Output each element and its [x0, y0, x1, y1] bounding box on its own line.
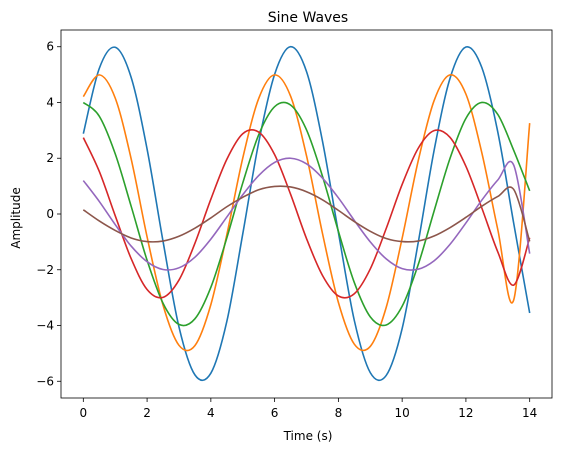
y-tick-label: 6: [46, 40, 54, 54]
series-lines: [82, 45, 531, 382]
x-tick-label: 4: [207, 406, 215, 420]
series-line-6: [82, 185, 531, 243]
axis-ticks: 0 2 4 6 8 10 12 14 −6 −4 −2 0 2 4 6: [36, 40, 537, 420]
series-line-1: [82, 45, 531, 382]
axes-frame: [60, 29, 553, 399]
x-tick-label: 2: [143, 406, 151, 420]
x-tick-label: 6: [271, 406, 279, 420]
y-tick-label: 0: [46, 207, 54, 221]
y-tick-label: −2: [36, 263, 54, 277]
x-tick-label: 8: [335, 406, 343, 420]
x-tick-label: 12: [458, 406, 473, 420]
x-tick-label: 10: [395, 406, 410, 420]
x-tick-label: 0: [79, 406, 87, 420]
chart-title: Sine Waves: [268, 10, 348, 26]
series-line-5: [82, 157, 531, 271]
y-tick-label: 4: [46, 95, 54, 109]
y-tick-label: −4: [36, 319, 54, 333]
series-line-2: [82, 74, 531, 352]
y-tick-label: −6: [36, 374, 54, 388]
series-line-4: [82, 129, 531, 299]
x-axis-label: Time (s): [283, 429, 333, 443]
x-tick-label: 14: [522, 406, 537, 420]
y-axis-label: Amplitude: [9, 187, 23, 249]
y-tick-label: 2: [46, 151, 54, 165]
